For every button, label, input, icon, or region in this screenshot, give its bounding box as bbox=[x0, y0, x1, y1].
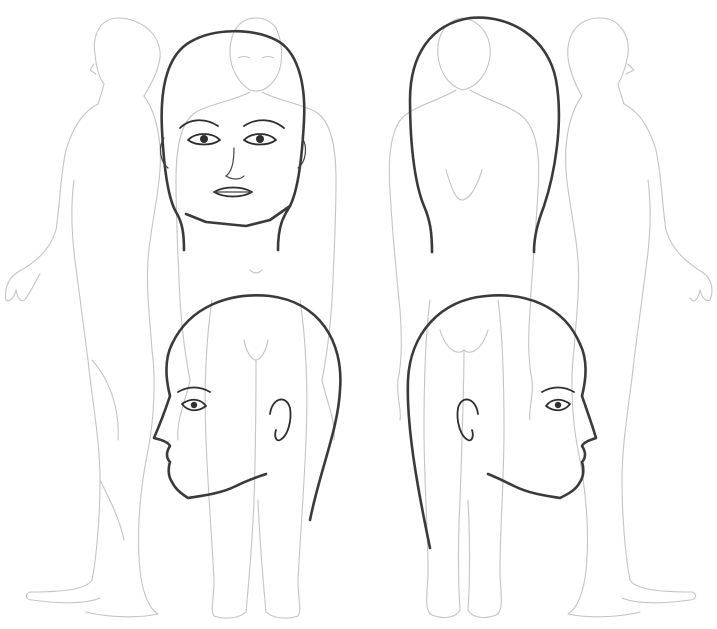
figure-front bbox=[176, 18, 336, 618]
figure-back bbox=[389, 18, 538, 617]
figure-side-left bbox=[6, 18, 161, 617]
head-front bbox=[161, 31, 306, 250]
figure-side-right bbox=[566, 18, 712, 617]
